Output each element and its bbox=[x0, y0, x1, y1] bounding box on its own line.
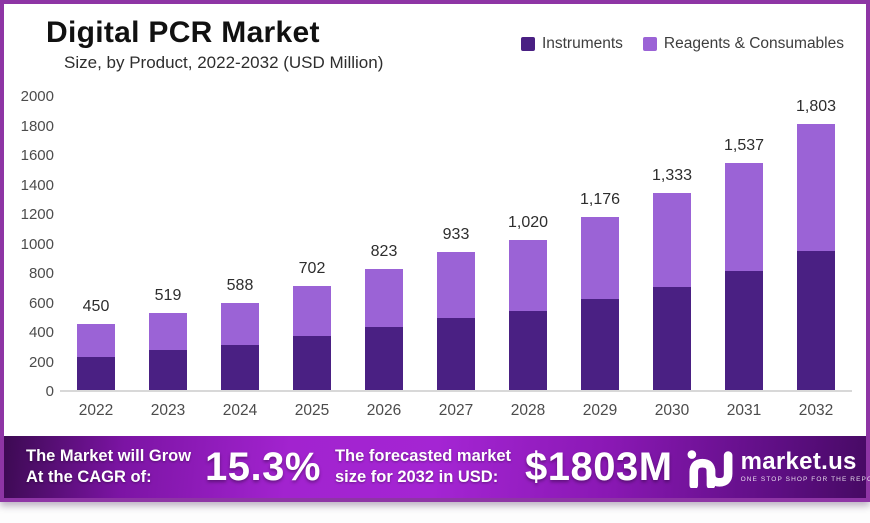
bar-value-2022: 450 bbox=[82, 297, 110, 315]
y-tick-600: 600 bbox=[28, 294, 54, 312]
x-label-2024: 2024 bbox=[222, 402, 258, 419]
reagents-swatch-icon bbox=[642, 37, 657, 51]
legend: Instruments Reagents & Consumables bbox=[520, 35, 844, 53]
page-title: Digital PCR Market bbox=[46, 16, 320, 49]
x-label-2023: 2023 bbox=[150, 402, 186, 419]
logo-name: market.us bbox=[740, 448, 857, 476]
bar-2023: 519 2023 bbox=[149, 97, 187, 419]
y-tick-200: 200 bbox=[28, 353, 54, 371]
bar-2029: 1,176 2029 bbox=[579, 97, 621, 419]
y-tick-400: 400 bbox=[28, 324, 54, 341]
bar-2031: 1,537 2031 bbox=[723, 97, 765, 419]
bar-2031-reagents bbox=[725, 163, 763, 272]
bar-2026-instruments bbox=[365, 326, 403, 390]
bar-2032-reagents bbox=[797, 124, 835, 251]
y-tick-1200: 1200 bbox=[20, 206, 54, 223]
legend-item-instruments: Instruments bbox=[520, 35, 623, 53]
instruments-swatch-icon bbox=[520, 37, 535, 51]
bar-2025-reagents bbox=[293, 286, 331, 337]
bar-value-2032: 1,803 bbox=[795, 98, 837, 116]
infographic-card: Digital PCR Market Size, by Product, 202… bbox=[0, 0, 870, 502]
y-tick-2000: 2000 bbox=[20, 88, 54, 105]
chart-header: Digital PCR Market Size, by Product, 202… bbox=[4, 4, 866, 73]
stacked-bar-chart: 0 200 400 600 800 1000 1200 1400 1600 1800 2000 45… bbox=[12, 88, 852, 419]
y-tick-1400: 1400 bbox=[20, 176, 54, 194]
bar-value-2029: 1,176 bbox=[579, 190, 621, 208]
bar-2029-instruments bbox=[581, 299, 619, 390]
bar-value-2024: 588 bbox=[226, 277, 254, 295]
marketus-logo-text: market.us ONE STOP SHOP FOR THE REPORTS bbox=[741, 450, 870, 484]
bar-2024-instruments bbox=[221, 344, 259, 390]
x-label-2025: 2025 bbox=[294, 402, 330, 419]
legend-label-reagents: Reagents & Consumables bbox=[663, 35, 844, 52]
bar-2028-instruments bbox=[509, 310, 547, 390]
logo-tagline: ONE STOP SHOP FOR THE REPORTS bbox=[740, 476, 870, 484]
footer-banner: The Market will Grow At the CAGR of: 15.… bbox=[4, 436, 870, 498]
bar-value-2030: 1,333 bbox=[651, 167, 693, 185]
bar-2023-reagents bbox=[149, 313, 187, 351]
bar-2027: 933 2027 bbox=[437, 97, 475, 419]
forecast-label-line2: size for 2032 in USD: bbox=[334, 468, 499, 486]
bar-2025: 702 2025 bbox=[293, 97, 331, 419]
bar-2028: 1,020 2028 bbox=[507, 97, 549, 419]
bar-value-2025: 702 bbox=[298, 260, 326, 278]
bar-2030-instruments bbox=[653, 286, 691, 390]
bar-value-2031: 1,537 bbox=[723, 137, 765, 155]
cagr-value: 15.3% bbox=[205, 444, 321, 489]
bar-2030-reagents bbox=[653, 193, 691, 287]
y-tick-1000: 1000 bbox=[20, 235, 54, 253]
bar-2028-reagents bbox=[509, 239, 547, 311]
bar-2032: 1,803 2032 bbox=[795, 97, 837, 419]
bar-2032-instruments bbox=[797, 250, 835, 390]
bar-2026: 823 2026 bbox=[365, 97, 403, 419]
x-label-2022: 2022 bbox=[78, 402, 114, 419]
legend-item-reagents: Reagents & Consumables bbox=[642, 35, 844, 53]
bar-2030: 1,333 2030 bbox=[651, 97, 693, 419]
page-subtitle: Size, by Product, 2022-2032 (USD Million… bbox=[64, 53, 384, 72]
x-label-2030: 2030 bbox=[654, 402, 690, 419]
forecast-label-line1: The forecasted market bbox=[334, 446, 512, 465]
cagr-label: The Market will Grow At the CAGR of: bbox=[26, 446, 191, 489]
bar-value-2028: 1,020 bbox=[507, 213, 549, 231]
x-label-2029: 2029 bbox=[582, 402, 618, 419]
bar-2027-instruments bbox=[437, 318, 475, 390]
cagr-label-line2: At the CAGR of: bbox=[26, 468, 152, 486]
bar-value-2027: 933 bbox=[442, 226, 470, 244]
bar-2031-instruments bbox=[725, 271, 763, 390]
bar-2022-reagents bbox=[77, 323, 115, 357]
bar-value-2023: 519 bbox=[154, 287, 182, 305]
forecast-label: The forecasted market size for 2032 in U… bbox=[335, 446, 511, 489]
legend-label-instruments: Instruments bbox=[541, 35, 623, 52]
plot-area: 450 2022 519 2023 588 2024 702 2025 823 2026 933 20… bbox=[60, 97, 852, 419]
bar-2023-instruments bbox=[149, 350, 187, 390]
bar-2025-instruments bbox=[293, 336, 331, 390]
x-label-2027: 2027 bbox=[438, 402, 474, 419]
marketus-logo: market.us ONE STOP SHOP FOR THE REPORTS bbox=[687, 446, 870, 488]
bar-2026-reagents bbox=[365, 268, 403, 327]
y-tick-800: 800 bbox=[28, 265, 54, 282]
bar-2024: 588 2024 bbox=[221, 97, 259, 419]
x-label-2028: 2028 bbox=[510, 402, 546, 419]
x-label-2032: 2032 bbox=[798, 402, 834, 419]
bar-2029-reagents bbox=[581, 216, 619, 300]
y-tick-1600: 1600 bbox=[20, 147, 54, 164]
forecast-value: $1803M bbox=[525, 444, 673, 489]
bar-value-2026: 823 bbox=[370, 242, 398, 260]
x-label-2031: 2031 bbox=[726, 402, 762, 419]
y-tick-0: 0 bbox=[45, 383, 54, 400]
marketus-logo-icon bbox=[687, 450, 733, 488]
y-axis: 0 200 400 600 800 1000 1200 1400 1600 1800 2000 bbox=[12, 88, 60, 400]
bar-2027-reagents bbox=[437, 252, 475, 319]
x-label-2026: 2026 bbox=[366, 402, 402, 419]
cagr-label-line1: The Market will Grow bbox=[26, 446, 192, 465]
page-bottom-margin bbox=[0, 502, 870, 523]
y-tick-1800: 1800 bbox=[20, 117, 54, 135]
bar-2024-reagents bbox=[221, 303, 259, 345]
bar-2022-instruments bbox=[77, 356, 115, 390]
bar-2022: 450 2022 bbox=[77, 97, 115, 419]
